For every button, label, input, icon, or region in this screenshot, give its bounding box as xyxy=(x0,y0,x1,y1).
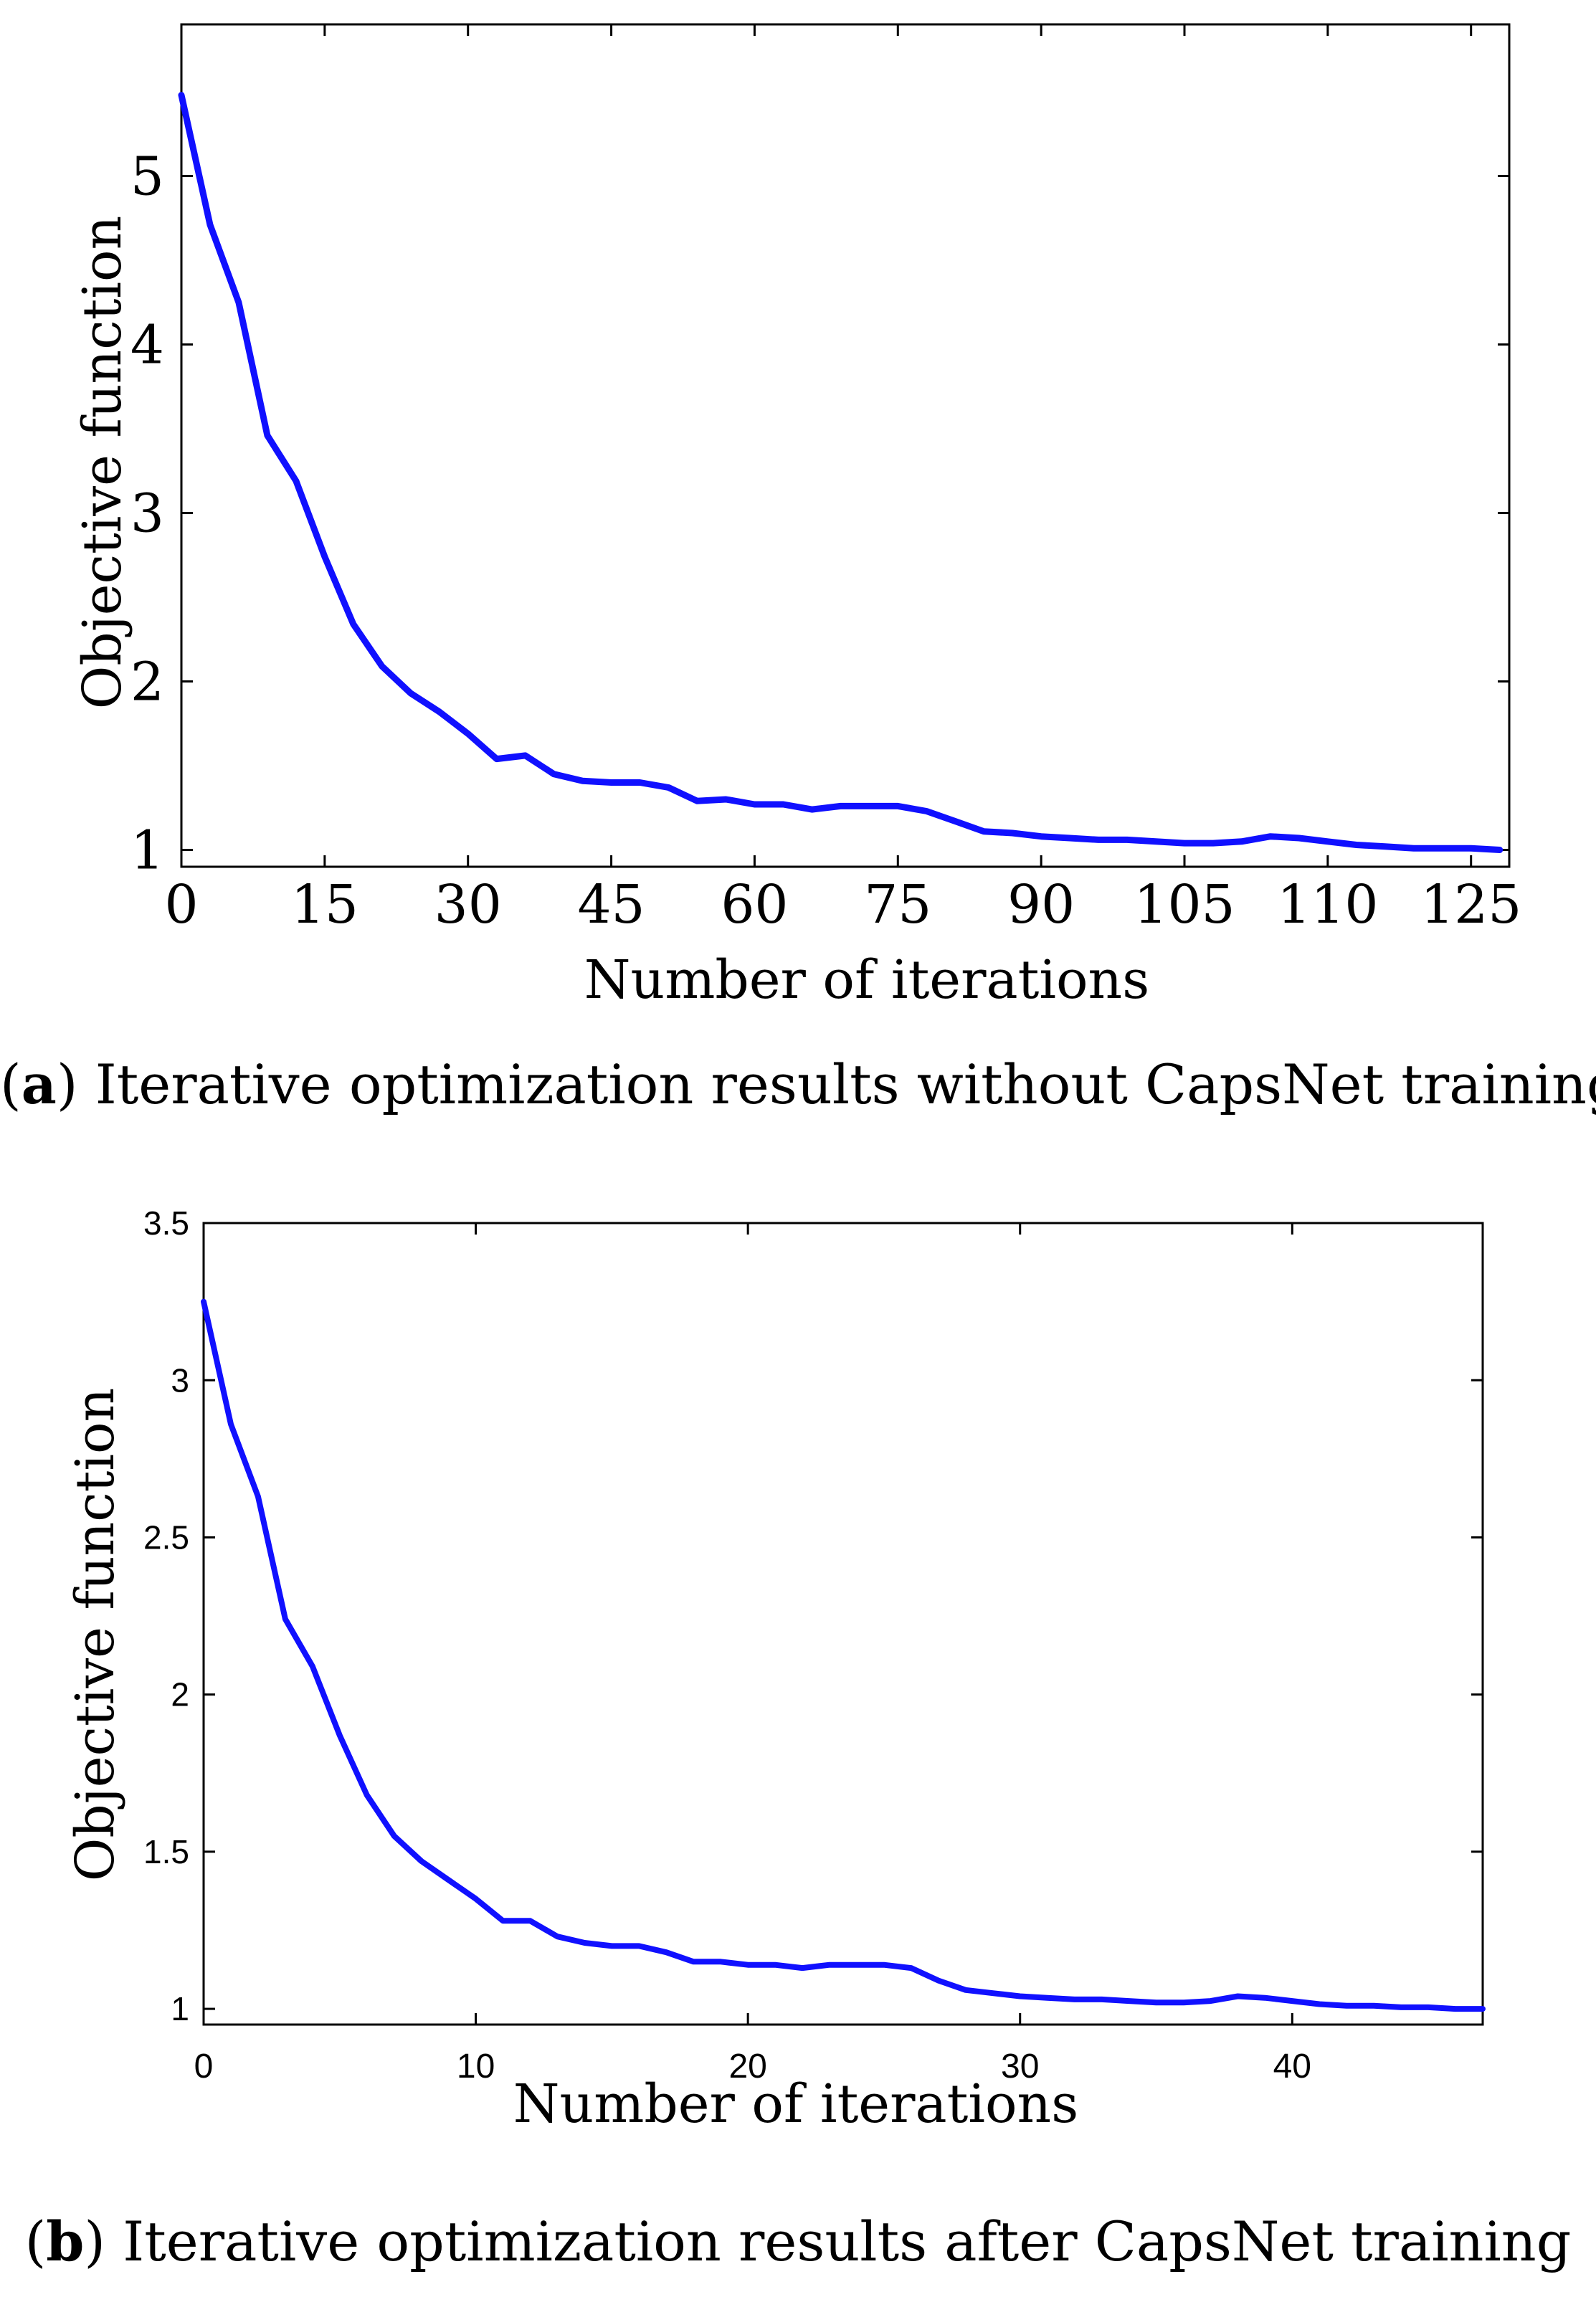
chart-b-y-tick-label: 2.5 xyxy=(143,1519,189,1556)
chart-a-x-tick-label: 105 xyxy=(1134,874,1235,936)
chart-b-x-tick-label: 30 xyxy=(1001,2048,1039,2086)
caption-a-text: Iterative optimization results without C… xyxy=(77,1052,1596,1116)
chart-a-y-axis-title: Objective function xyxy=(72,216,133,710)
chart-b-series xyxy=(201,1298,1486,2012)
chart-b-y-axis: 1 1.5 2 2.5 3 3.5 xyxy=(143,1204,1483,2027)
chart-a-x-tick-label: 45 xyxy=(577,874,645,936)
caption-b: (b) Iterative optimization results after… xyxy=(24,2210,1572,2273)
chart-b-x-tick-label: 0 xyxy=(194,2048,214,2086)
chart-a-y-axis: 1 2 3 4 5 xyxy=(130,146,1509,881)
chart-a-x-axis: 0 15 30 45 60 75 90 105 110 125 xyxy=(164,24,1521,936)
chart-a-plot-frame xyxy=(180,23,1511,868)
chart-b-y-tick-label: 1 xyxy=(171,1990,189,2027)
caption-b-label: b xyxy=(46,2210,85,2273)
chart-a-y-tick-label: 3 xyxy=(130,482,164,544)
chart-b-y-axis-title: Objective function xyxy=(65,1388,126,1882)
chart-b-x-tick-label: 20 xyxy=(728,2048,766,2086)
chart-a-x-tick-label: 30 xyxy=(434,874,502,936)
chart-a-x-tick-label: 125 xyxy=(1420,874,1521,936)
chart-a-x-tick-label: 15 xyxy=(291,874,358,936)
chart-b-x-axis-title: Number of iterations xyxy=(513,2073,1078,2135)
chart-a-x-axis-title: Number of iterations xyxy=(584,949,1149,1011)
chart-b-x-tick-label: 40 xyxy=(1273,2048,1311,2086)
chart-b-plot-frame xyxy=(202,1222,1484,2026)
chart-a-x-tick-label: 90 xyxy=(1007,874,1075,936)
chart-a-series xyxy=(178,92,1504,853)
caption-b-text: Iterative optimization results after Cap… xyxy=(105,2210,1572,2273)
chart-a-x-tick-label: 60 xyxy=(721,874,788,936)
chart-a-y-tick-label: 5 xyxy=(130,146,164,207)
chart-a-y-tick-label: 2 xyxy=(130,651,164,713)
caption-a-label: a xyxy=(21,1052,57,1116)
caption-a: (a) Iterative optimization results witho… xyxy=(0,1052,1596,1116)
chart-b-y-tick-label: 2 xyxy=(171,1676,189,1713)
chart-a-series-line xyxy=(178,92,1504,853)
chart-b: 1 1.5 2 2.5 3 3.5 0 10 20 30 40 Number of iterati… xyxy=(65,1204,1486,2135)
chart-a-y-tick-label: 1 xyxy=(130,819,164,881)
chart-a-y-tick-label: 4 xyxy=(130,314,164,376)
chart-b-series-line xyxy=(201,1298,1486,2012)
chart-b-y-tick-label: 3.5 xyxy=(143,1204,189,1242)
chart-b-x-tick-label: 10 xyxy=(457,2048,495,2086)
chart-a-x-tick-label: 110 xyxy=(1277,874,1378,936)
chart-a-x-tick-label: 75 xyxy=(864,874,931,936)
chart-a-x-tick-label: 0 xyxy=(164,874,198,936)
chart-b-x-axis: 0 10 20 30 40 xyxy=(194,1223,1311,2086)
chart-b-y-tick-label: 3 xyxy=(171,1361,189,1399)
chart-b-y-tick-label: 1.5 xyxy=(143,1833,189,1870)
